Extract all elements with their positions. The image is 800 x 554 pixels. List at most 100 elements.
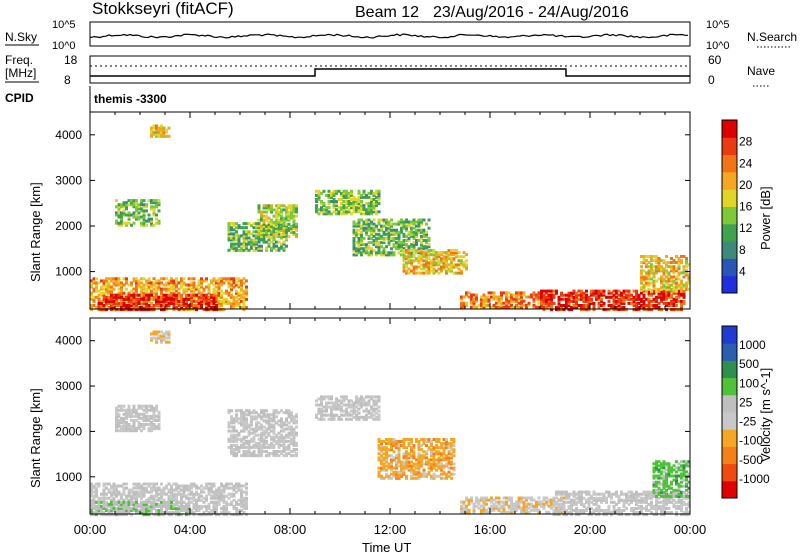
velocity-echo-cell bbox=[215, 507, 218, 510]
power-echo-cell bbox=[520, 293, 523, 297]
power-echo-cell bbox=[170, 291, 173, 295]
power-echo-cell bbox=[135, 304, 138, 307]
power-echo-cell bbox=[175, 306, 178, 309]
velocity-echo-cell bbox=[262, 450, 266, 453]
velocity-echo-cell bbox=[142, 494, 146, 498]
power-echo-cell bbox=[355, 230, 358, 234]
power-echo-cell bbox=[442, 259, 446, 263]
power-echo-cell bbox=[175, 285, 178, 289]
power-echo-cell bbox=[177, 281, 181, 285]
velocity-echo-cell bbox=[152, 502, 156, 506]
power-echo-cell bbox=[357, 200, 361, 203]
velocity-echo-cell bbox=[255, 441, 258, 445]
velocity-echo-cell bbox=[372, 413, 376, 417]
velocity-echo-cell bbox=[267, 413, 271, 417]
power-echo-cell bbox=[650, 293, 653, 297]
velocity-echo-cell bbox=[185, 504, 188, 508]
power-echo-cell bbox=[450, 263, 453, 267]
power-echo-cell bbox=[142, 277, 146, 281]
velocity-echo-cell bbox=[252, 439, 256, 443]
power-echo-cell bbox=[372, 241, 376, 245]
velocity-echo-cell bbox=[247, 423, 251, 427]
power-echo-cell bbox=[327, 210, 331, 214]
velocity-echo-cell bbox=[177, 490, 181, 494]
power-echo-cell bbox=[617, 299, 621, 303]
velocity-echo-cell bbox=[392, 442, 396, 446]
power-echo-cell bbox=[215, 297, 218, 301]
velocity-echo-cell bbox=[377, 395, 381, 399]
velocity-echo-cell bbox=[452, 466, 456, 470]
velocity-echo-cell bbox=[370, 405, 373, 409]
power-echo-cell bbox=[190, 277, 193, 281]
power-echo-cell bbox=[637, 297, 641, 301]
power-echo-cell bbox=[355, 200, 358, 203]
velocity-echo-cell bbox=[342, 403, 346, 407]
velocity-echo-cell bbox=[405, 452, 408, 456]
power-echo-cell bbox=[540, 291, 543, 295]
power-echo-cell bbox=[397, 236, 401, 240]
power-echo-cell bbox=[120, 289, 123, 293]
power-echo-cell bbox=[460, 297, 463, 301]
velocity-echo-cell bbox=[122, 416, 126, 420]
power-echo-cell bbox=[497, 299, 501, 303]
power-echo-cell bbox=[142, 219, 146, 223]
power-echo-cell bbox=[375, 224, 378, 228]
power-echo-cell bbox=[150, 130, 153, 134]
power-echo-cell bbox=[682, 293, 686, 297]
velocity-echo-cell bbox=[292, 415, 296, 419]
power-echo-cell bbox=[415, 259, 418, 263]
velocity-echo-cell bbox=[340, 413, 343, 417]
velocity-echo-cell bbox=[155, 504, 158, 508]
velocity-echo-cell bbox=[202, 490, 206, 494]
power-echo-cell bbox=[140, 201, 143, 205]
power-echo-cell bbox=[590, 301, 593, 305]
freq-tick-low: 8 bbox=[64, 73, 71, 87]
velocity-echo-cell bbox=[442, 470, 446, 474]
cpid-panel: CPID themis -3300 bbox=[5, 86, 167, 112]
power-echo-cell bbox=[235, 222, 238, 226]
velocity-echo-cell bbox=[240, 500, 243, 504]
velocity-echo-cell bbox=[115, 416, 118, 420]
power-echo-cell bbox=[377, 218, 381, 222]
power-echo-cell bbox=[245, 230, 248, 234]
power-colorbar-segment bbox=[722, 137, 737, 156]
power-echo-cell bbox=[397, 245, 401, 249]
velocity-echo-cell bbox=[227, 439, 231, 443]
power-echo-cell bbox=[175, 297, 178, 301]
power-echo-cell bbox=[157, 219, 161, 223]
station-title: Stokkseyri (fitACF) bbox=[92, 0, 234, 18]
power-echo-cell bbox=[552, 289, 556, 293]
power-echo-cell bbox=[215, 279, 218, 283]
velocity-echo-cell bbox=[167, 482, 171, 486]
velocity-echo-cell bbox=[147, 498, 151, 502]
power-echo-cell bbox=[402, 224, 406, 228]
power-echo-cell bbox=[650, 265, 653, 269]
velocity-echo-cell bbox=[187, 486, 191, 490]
power-echo-cell bbox=[660, 281, 663, 285]
velocity-echo-cell bbox=[432, 438, 436, 441]
velocity-echo-cell bbox=[195, 492, 198, 496]
power-echo-cell bbox=[135, 293, 138, 297]
velocity-echo-cell bbox=[260, 433, 263, 437]
power-echo-cell bbox=[120, 304, 123, 307]
velocity-echo-cell bbox=[360, 405, 363, 409]
power-echo-cell bbox=[212, 297, 216, 301]
power-echo-cell bbox=[555, 306, 558, 309]
power-echo-cell bbox=[335, 202, 338, 206]
power-echo-cell bbox=[117, 205, 121, 209]
power-echo-cell bbox=[640, 265, 643, 269]
power-echo-cell bbox=[255, 248, 258, 252]
power-echo-cell bbox=[655, 265, 658, 269]
velocity-echo-cell bbox=[347, 401, 351, 405]
power-echo-cell bbox=[185, 301, 188, 305]
power-echo-cell bbox=[655, 257, 658, 260]
power-echo-cell bbox=[255, 226, 258, 230]
velocity-echo-cell bbox=[355, 405, 358, 409]
power-echo-cell bbox=[365, 247, 368, 251]
power-echo-cell bbox=[650, 271, 653, 275]
power-echo-cell bbox=[447, 255, 451, 259]
power-echo-cell bbox=[402, 247, 406, 251]
power-echo-cell bbox=[162, 308, 166, 312]
velocity-echo-cell bbox=[397, 458, 401, 462]
power-echo-cell bbox=[670, 293, 673, 297]
